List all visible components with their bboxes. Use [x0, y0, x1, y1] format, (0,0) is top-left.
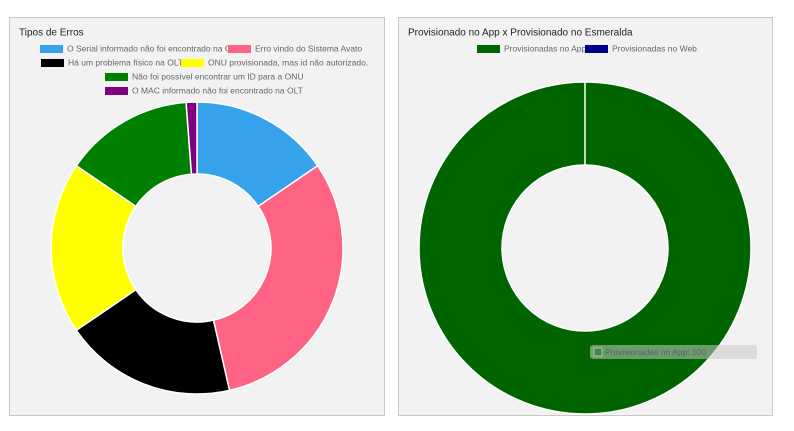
- legend-label: O Serial informado não foi encontrado na…: [67, 43, 241, 53]
- doughnut-slice: [418, 81, 752, 415]
- tooltip-text: Provisionadas no App: 100: [605, 347, 706, 357]
- doughnut-slice: [185, 101, 198, 176]
- legend-label: Provisionadas no App: [504, 43, 586, 53]
- legend-label: O MAC informado não foi encontrado na OL…: [132, 85, 303, 95]
- tooltip-swatch: [593, 347, 603, 357]
- legend-swatch: [105, 73, 128, 81]
- legend-swatch: [181, 59, 204, 67]
- legend-swatch: [477, 45, 500, 53]
- legend-swatch: [105, 87, 128, 95]
- doughnut-slice: [50, 164, 137, 332]
- legend-label: Provisionadas no Web: [612, 43, 697, 53]
- doughnut-slice: [212, 164, 344, 392]
- panel-title: Tipos de Erros: [19, 28, 84, 39]
- panel-title: Provisionado no App x Provisionado no Es…: [408, 28, 633, 39]
- legend-label: Não foi possível encontrar um ID para a …: [132, 71, 304, 81]
- legend-swatch: [40, 45, 63, 53]
- tooltip: [590, 345, 757, 359]
- doughnut-slice: [75, 288, 231, 395]
- legend-swatch: [228, 45, 251, 53]
- legend-swatch: [585, 45, 608, 53]
- legend-label: Erro vindo do Sistema Avato: [255, 43, 362, 53]
- legend-label: Há um problema físico na OLT: [68, 57, 183, 67]
- legend-swatch: [41, 59, 64, 67]
- legend-label: ONU provisionada, mas id não autorizado.: [208, 57, 368, 67]
